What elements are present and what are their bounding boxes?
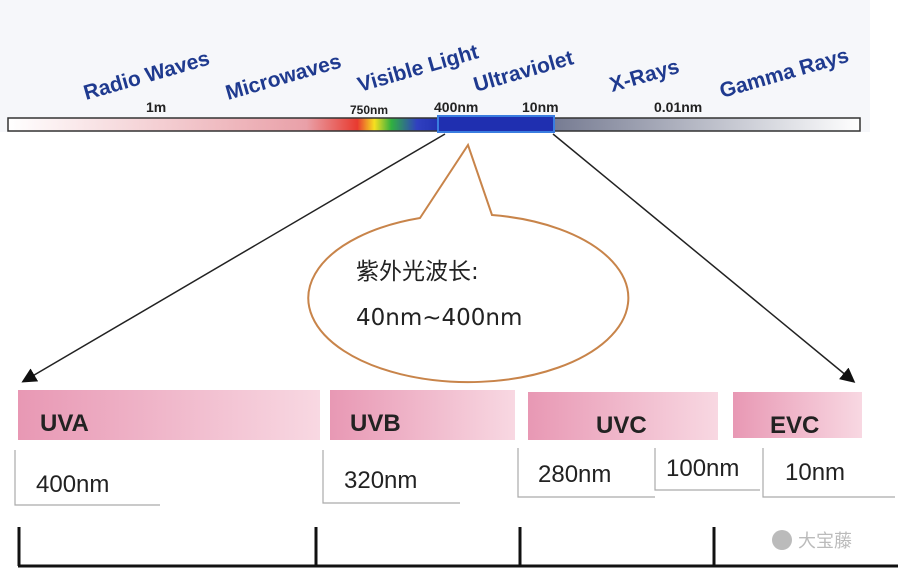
uv-highlight (437, 115, 555, 133)
watermark: 大宝藤 (798, 531, 852, 552)
band-label: EVC (770, 412, 819, 439)
arrow (552, 133, 856, 383)
band-wavelength: 280nm (538, 461, 611, 488)
wavelength-label: 400nm (434, 99, 478, 115)
box-edge (654, 448, 760, 491)
band-label: UVB (350, 410, 401, 437)
band-wavelength: 10nm (785, 459, 845, 486)
band-box (733, 392, 862, 438)
bands: UVA UVB UVC EVC (18, 390, 862, 440)
box-edge (322, 450, 460, 504)
spectrum-bg (0, 0, 870, 132)
wavelength-label: 0.01nm (654, 99, 702, 115)
arrow (21, 133, 446, 383)
bubble-text: 紫外光波长: (356, 259, 479, 285)
wavelength-label: 1m (146, 99, 166, 115)
band-wavelength: 400nm (36, 471, 109, 498)
box-edge (762, 448, 895, 498)
speech-bubble (307, 142, 630, 384)
band-wavelength: 320nm (344, 467, 417, 494)
band-label: UVC (596, 412, 647, 439)
spectrum-bar (7, 117, 861, 132)
bubble-text: 40nm~400nm (356, 305, 522, 331)
band-box (330, 390, 515, 440)
wavelength-label: 10nm (522, 99, 559, 115)
watermark-icon (772, 530, 792, 550)
scale (17, 527, 898, 568)
wavelength-label: 750nm (350, 103, 388, 117)
band-wavelength: 100nm (666, 455, 739, 482)
box-edge (14, 450, 160, 506)
band-box (528, 392, 718, 440)
box-edge (517, 448, 655, 498)
band-box (18, 390, 320, 440)
wavelength-labels: 1m 750nm 400nm 10nm 0.01nm (146, 99, 702, 117)
band-label: UVA (40, 410, 89, 437)
wavelength-boxes (14, 448, 895, 506)
